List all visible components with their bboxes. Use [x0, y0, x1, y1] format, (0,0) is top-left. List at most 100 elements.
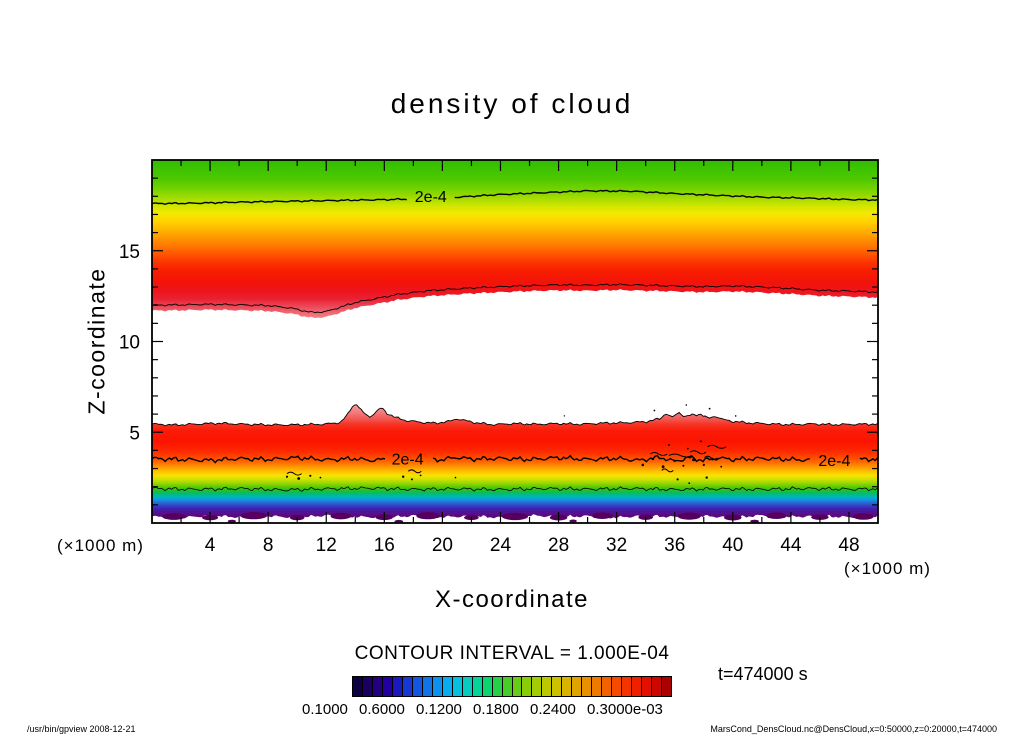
colorbar-cell — [572, 677, 582, 696]
ground-cloud-blob — [240, 512, 267, 520]
upper-cloud-fill — [152, 160, 878, 318]
colorbar-cell — [482, 677, 492, 696]
contour-noise-speck — [702, 463, 705, 466]
colorbar-cell — [532, 677, 542, 696]
colorbar-tick-label: 0.1200 — [416, 701, 462, 718]
colorbar-cell — [353, 677, 362, 696]
colorbar-cell — [512, 677, 522, 696]
colorbar-cell — [602, 677, 612, 696]
time-label: t=474000 s — [718, 664, 808, 684]
contour-noise-scribble — [649, 452, 668, 456]
contour-noise-scribble — [661, 468, 674, 473]
colorbar-cell — [382, 677, 392, 696]
footer-source: MarsCond_DensCloud.nc@DensCloud,x=0:5000… — [710, 724, 997, 734]
x-tick-label: 36 — [664, 535, 685, 556]
ground-cloud-blob — [677, 512, 701, 520]
y-tick-label: 15 — [119, 242, 140, 263]
colorbar-cell — [582, 677, 592, 696]
contour-2e4-upper — [151, 197, 407, 206]
x-tick-label: 28 — [548, 535, 569, 556]
contour-noise-speck — [563, 415, 566, 417]
ground-cloud-blob — [569, 519, 577, 523]
colorbar-cell — [462, 677, 472, 696]
colorbar-cell — [642, 677, 652, 696]
colorbar-cell — [392, 677, 402, 696]
colorbar-cell — [522, 677, 532, 696]
contour-1e4-upper — [151, 283, 878, 314]
x-tick-label: 4 — [205, 535, 216, 556]
contour-noise-scribble — [668, 453, 693, 458]
contour-noise-scribble — [704, 455, 718, 460]
colorbar-tick-label: 0.3000e-03 — [587, 701, 663, 718]
contour-noise-speck — [319, 476, 322, 479]
contour-noise-speck — [676, 478, 679, 481]
contour-noise-speck — [699, 440, 702, 443]
colorbar-tick-label: 0.2400 — [530, 701, 576, 718]
ground-cloud-blob — [591, 512, 613, 519]
contour-label: 2e-4 — [818, 453, 850, 470]
contour-label: 2e-4 — [415, 189, 447, 206]
contour-noise-speck — [641, 463, 645, 467]
contour-2e4-lower — [859, 457, 878, 463]
y-tick-label: 5 — [129, 423, 140, 444]
contour-noise-speck — [692, 458, 696, 462]
contour-2e4-lower — [151, 455, 386, 464]
contour-noise-speck — [410, 478, 413, 481]
colorbar-cell — [362, 677, 372, 696]
colorbar-cell — [632, 677, 642, 696]
x-tick-label: 24 — [490, 535, 512, 556]
colorbar-cell — [592, 677, 602, 696]
colorbar-cell — [542, 677, 552, 696]
ground-cloud-blob — [330, 512, 351, 520]
x-tick-label: 44 — [780, 535, 802, 556]
contour-noise-scribble — [707, 444, 727, 449]
contour-noise-speck — [686, 447, 689, 450]
contour-noise-speck — [661, 465, 665, 469]
colorbar-cell — [662, 677, 671, 696]
contour-noise-speck — [708, 407, 711, 410]
contour-noise-speck — [667, 444, 670, 446]
contour-noise-speck — [419, 474, 422, 477]
colorbar-labels: 0.1000 0.6000 0.1200 0.1800 0.2400 0.3000e-03 — [0, 701, 1024, 719]
colorbar-tick-label: 0.1800 — [473, 701, 519, 718]
colorbar — [352, 676, 672, 697]
colorbar-cell — [372, 677, 382, 696]
footer-command: /usr/bin/gpview 2008-12-21 — [27, 724, 136, 734]
contour-noise-scribble — [407, 469, 422, 474]
colorbar-cell — [472, 677, 482, 696]
contour-noise-speck — [285, 475, 289, 478]
contour-noise-speck — [688, 482, 691, 484]
colorbar-cell — [552, 677, 562, 696]
ground-cloud-blob — [162, 513, 186, 520]
ground-cloud-blob — [227, 519, 236, 523]
plot-title: density of cloud — [390, 88, 634, 119]
contour-label: 2e-4 — [392, 452, 424, 469]
x-tick-label: 16 — [374, 535, 395, 556]
lower-cloud-fill — [152, 404, 878, 519]
colorbar-cell — [492, 677, 502, 696]
x-unit-label-right: (×1000 m) — [844, 559, 931, 578]
x-tick-label: 40 — [722, 535, 743, 556]
contour-noise-speck — [720, 465, 723, 468]
x-axis-label: X-coordinate — [434, 586, 590, 613]
y-tick-label: 10 — [119, 333, 140, 354]
contour-noise-speck — [309, 474, 312, 477]
ground-cloud-blob — [853, 513, 874, 520]
colorbar-cell — [502, 677, 512, 696]
colorbar-cell — [452, 677, 462, 696]
lower-cloud-top-contour — [151, 404, 878, 427]
contour-noise-speck — [297, 477, 301, 480]
contour-noise-speck — [402, 475, 405, 478]
contour-noise-scribble — [689, 450, 707, 455]
x-tick-label: 12 — [316, 535, 337, 556]
ground-cloud-blob — [501, 512, 529, 521]
x-tick-label: 20 — [432, 535, 453, 556]
contour-noise-speck — [454, 476, 457, 479]
colorbar-cell — [412, 677, 422, 696]
contour-noise-speck — [653, 409, 656, 412]
contour-1e4-lower — [151, 486, 878, 492]
colorbar-cell — [612, 677, 622, 696]
contour-noise-speck — [673, 459, 676, 463]
